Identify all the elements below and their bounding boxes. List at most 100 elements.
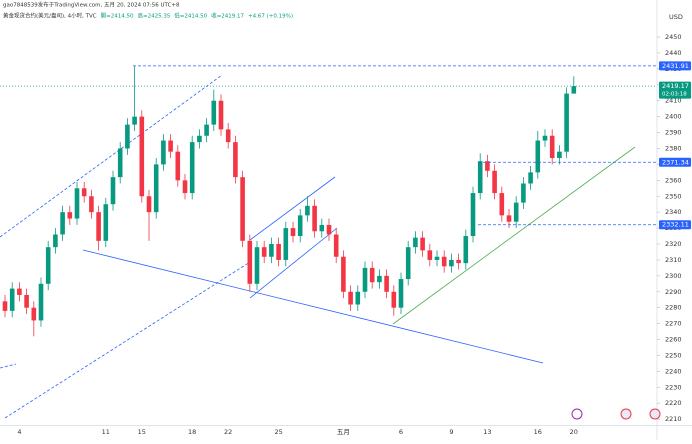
candle-body xyxy=(240,177,245,241)
candle-body xyxy=(341,256,346,292)
support-line xyxy=(392,146,636,325)
candle-body xyxy=(2,301,8,311)
candle-body xyxy=(535,140,541,173)
candle-body xyxy=(9,288,15,311)
candle-body xyxy=(125,124,130,149)
candle-body xyxy=(189,142,195,194)
y-tick-label: 2290 xyxy=(665,288,682,296)
channel-dashed-bottom xyxy=(4,261,251,419)
candle-body xyxy=(276,244,281,260)
x-tick-label: 13 xyxy=(483,428,491,436)
header-text: +4.67 (+0.19%) xyxy=(248,14,293,20)
candle-body xyxy=(31,307,37,321)
candles xyxy=(2,65,577,337)
candle-body xyxy=(391,291,397,308)
header-text: 黄金现货合约(美元/盎司), 4小时, TVC xyxy=(3,12,97,20)
candle-body xyxy=(153,164,159,213)
x-tick-label: 6 xyxy=(399,428,403,436)
candle-body xyxy=(81,188,87,197)
candle-body xyxy=(175,151,181,181)
last-price-box xyxy=(659,81,691,99)
flag-icon[interactable] xyxy=(620,408,632,420)
candle-body xyxy=(477,161,483,194)
candle-body xyxy=(384,275,389,292)
candle-body xyxy=(420,237,425,251)
level-label: 2332.11 xyxy=(662,221,689,229)
candle-body xyxy=(405,247,411,280)
channel-top xyxy=(249,176,336,241)
candle-body xyxy=(427,250,433,260)
candle-body xyxy=(269,244,274,257)
drawings xyxy=(0,74,636,419)
candle-body xyxy=(470,193,476,237)
candle-body xyxy=(139,116,145,197)
candle-body xyxy=(182,180,188,194)
candle-body xyxy=(297,215,303,237)
candle-body xyxy=(456,259,461,264)
x-tick-label: 4 xyxy=(17,428,21,436)
candle-body xyxy=(225,129,231,143)
candle-body xyxy=(132,116,137,125)
candle-body xyxy=(441,256,447,267)
y-tick-label: 2380 xyxy=(665,144,682,152)
candle-body xyxy=(38,283,44,321)
candle-body xyxy=(506,215,512,222)
header-text: 高=2425.35 xyxy=(137,12,170,20)
y-tick-label: 2260 xyxy=(665,336,682,344)
candle-body xyxy=(348,291,353,305)
candle-body xyxy=(513,202,519,222)
candle-body xyxy=(67,212,73,219)
x-tick-label: 五月 xyxy=(337,428,350,436)
x-tick-label: 9 xyxy=(449,428,453,436)
candle-body xyxy=(377,275,382,283)
level-label: 2431.91 xyxy=(662,62,689,70)
candle-body xyxy=(499,193,505,216)
candle-body xyxy=(463,236,469,264)
candle-body xyxy=(528,172,533,184)
y-tick-label: 2390 xyxy=(665,129,682,137)
y-tick-label: 2230 xyxy=(665,383,682,391)
candle-body xyxy=(319,224,325,232)
candle-body xyxy=(45,247,51,284)
level-label-box xyxy=(659,61,691,71)
level-label-box xyxy=(659,157,691,167)
candle-body xyxy=(362,267,368,292)
candle-body xyxy=(254,247,260,284)
y-tick-label: 2320 xyxy=(665,240,682,248)
x-tick-label: 20 xyxy=(570,428,578,436)
x-tick-label: 22 xyxy=(224,428,232,436)
y-tick-label: 2280 xyxy=(665,304,682,312)
candle-body xyxy=(283,228,289,260)
candle-body xyxy=(557,151,562,159)
candle-body xyxy=(549,135,555,159)
candle-body xyxy=(96,212,101,241)
trend-line xyxy=(82,249,544,364)
candle-body xyxy=(110,177,116,205)
candle-body xyxy=(60,212,65,235)
candle-body xyxy=(369,267,375,283)
y-tick-label: 2360 xyxy=(665,176,682,184)
candle-body xyxy=(161,140,166,165)
candle-body xyxy=(197,135,202,143)
candle-body xyxy=(413,237,418,248)
x-tick-label: 16 xyxy=(534,428,542,436)
candle-body xyxy=(53,234,58,248)
header-text: 收=2419.17 xyxy=(211,12,244,20)
candle-body xyxy=(168,140,173,152)
event-icon[interactable] xyxy=(571,408,583,420)
author-line: gao7848539发布于TradingView.com, 五月 20, 202… xyxy=(3,1,180,9)
y-tick-label: 2270 xyxy=(665,320,682,328)
candle-body xyxy=(204,124,209,136)
candle-body xyxy=(449,259,454,267)
flag-icon[interactable] xyxy=(649,408,661,420)
candle-body xyxy=(434,256,440,260)
candle-body xyxy=(89,196,94,213)
candle-body xyxy=(24,294,29,308)
x-tick-label: 11 xyxy=(102,428,110,436)
y-tick-label: 2350 xyxy=(665,192,682,200)
x-tick-label: 15 xyxy=(138,428,146,436)
header-text: 開=2414.50 xyxy=(101,13,134,20)
y-tick-label: 2240 xyxy=(665,367,682,375)
